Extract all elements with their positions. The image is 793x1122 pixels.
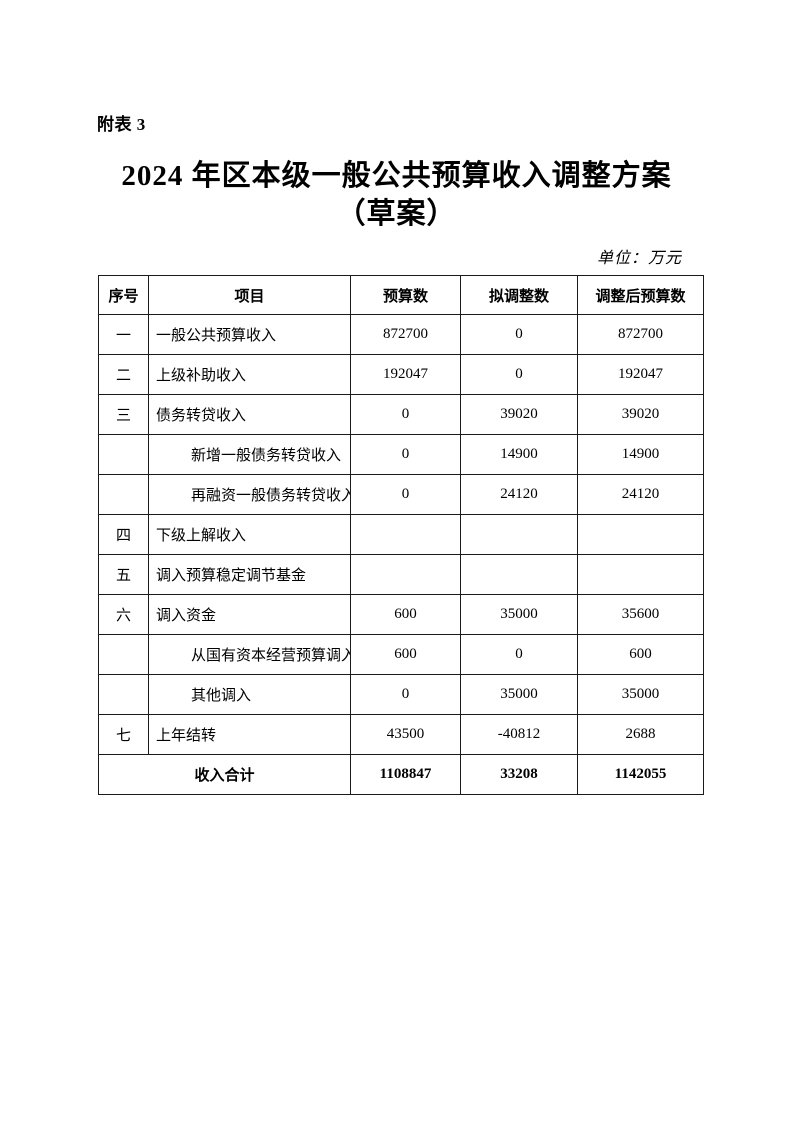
header-no: 序号 <box>98 275 149 315</box>
row-item: 调入资金 <box>148 594 351 635</box>
table-row: 二 上级补助收入 192047 0 192047 <box>98 354 704 395</box>
row-adjust: 0 <box>460 634 578 675</box>
row-no <box>98 474 149 515</box>
row-adjust <box>460 554 578 595</box>
row-adjust: 0 <box>460 314 578 355</box>
row-no: 五 <box>98 554 149 595</box>
table-row: 六 调入资金 600 35000 35600 <box>98 594 704 635</box>
table-row: 三 债务转贷收入 0 39020 39020 <box>98 394 704 435</box>
row-after: 192047 <box>577 354 704 395</box>
row-budget: 600 <box>350 594 461 635</box>
table-row: 七 上年结转 43500 -40812 2688 <box>98 714 704 755</box>
unit-label: 单位：万元 <box>596 250 682 267</box>
row-no: 七 <box>98 714 149 755</box>
row-item: 上级补助收入 <box>148 354 351 395</box>
table-row: 四 下级上解收入 <box>98 514 704 555</box>
row-no: 四 <box>98 514 149 555</box>
row-adjust: 0 <box>460 354 578 395</box>
row-budget: 0 <box>350 434 461 475</box>
row-budget <box>350 554 461 595</box>
row-item: 债务转贷收入 <box>148 394 351 435</box>
row-budget: 0 <box>350 394 461 435</box>
row-item: 调入预算稳定调节基金 <box>148 554 351 595</box>
total-budget: 1108847 <box>350 754 461 795</box>
row-no: 六 <box>98 594 149 635</box>
header-item: 项目 <box>148 275 351 315</box>
row-adjust: 35000 <box>460 594 578 635</box>
header-adjust: 拟调整数 <box>460 275 578 315</box>
row-adjust <box>460 514 578 555</box>
table-row: 再融资一般债务转贷收入 0 24120 24120 <box>98 474 704 515</box>
row-adjust: 39020 <box>460 394 578 435</box>
title-line-1: 2024 年区本级一般公共预算收入调整方案 <box>121 160 672 192</box>
row-item: 下级上解收入 <box>148 514 351 555</box>
header-row: 序号 项目 预算数 拟调整数 调整后预算数 <box>98 275 704 315</box>
table-row: 五 调入预算稳定调节基金 <box>98 554 704 595</box>
row-item: 再融资一般债务转贷收入 <box>148 474 351 515</box>
total-after: 1142055 <box>577 754 704 795</box>
row-after: 14900 <box>577 434 704 475</box>
table-row: 其他调入 0 35000 35000 <box>98 674 704 715</box>
row-budget: 600 <box>350 634 461 675</box>
total-adjust: 33208 <box>460 754 578 795</box>
row-budget: 872700 <box>350 314 461 355</box>
row-after: 35600 <box>577 594 704 635</box>
row-no: 一 <box>98 314 149 355</box>
row-item: 上年结转 <box>148 714 351 755</box>
row-after: 35000 <box>577 674 704 715</box>
total-row: 收入合计 1108847 33208 1142055 <box>98 754 704 795</box>
row-adjust: -40812 <box>460 714 578 755</box>
row-no <box>98 634 149 675</box>
budget-table: 序号 项目 预算数 拟调整数 调整后预算数 一 一般公共预算收入 872700 … <box>98 275 704 795</box>
row-after: 600 <box>577 634 704 675</box>
total-label: 收入合计 <box>98 754 351 795</box>
row-no: 二 <box>98 354 149 395</box>
row-after: 24120 <box>577 474 704 515</box>
header-after: 调整后预算数 <box>577 275 704 315</box>
row-after <box>577 514 704 555</box>
row-no: 三 <box>98 394 149 435</box>
title-line-2: （草案） <box>336 198 457 230</box>
row-budget: 0 <box>350 474 461 515</box>
row-no <box>98 674 149 715</box>
row-item: 其他调入 <box>148 674 351 715</box>
row-item: 从国有资本经营预算调入 <box>148 634 351 675</box>
row-after: 39020 <box>577 394 704 435</box>
row-adjust: 24120 <box>460 474 578 515</box>
row-adjust: 35000 <box>460 674 578 715</box>
row-item: 新增一般债务转贷收入 <box>148 434 351 475</box>
table-row: 新增一般债务转贷收入 0 14900 14900 <box>98 434 704 475</box>
row-after: 872700 <box>577 314 704 355</box>
row-item: 一般公共预算收入 <box>148 314 351 355</box>
row-budget: 0 <box>350 674 461 715</box>
header-budget: 预算数 <box>350 275 461 315</box>
table-row: 从国有资本经营预算调入 600 0 600 <box>98 634 704 675</box>
row-no <box>98 434 149 475</box>
appendix-label: 附表 3 <box>97 115 146 134</box>
page-title: 2024 年区本级一般公共预算收入调整方案 （草案） <box>0 157 793 233</box>
row-after <box>577 554 704 595</box>
row-budget: 43500 <box>350 714 461 755</box>
row-budget <box>350 514 461 555</box>
row-adjust: 14900 <box>460 434 578 475</box>
row-budget: 192047 <box>350 354 461 395</box>
row-after: 2688 <box>577 714 704 755</box>
table-row: 一 一般公共预算收入 872700 0 872700 <box>98 314 704 355</box>
